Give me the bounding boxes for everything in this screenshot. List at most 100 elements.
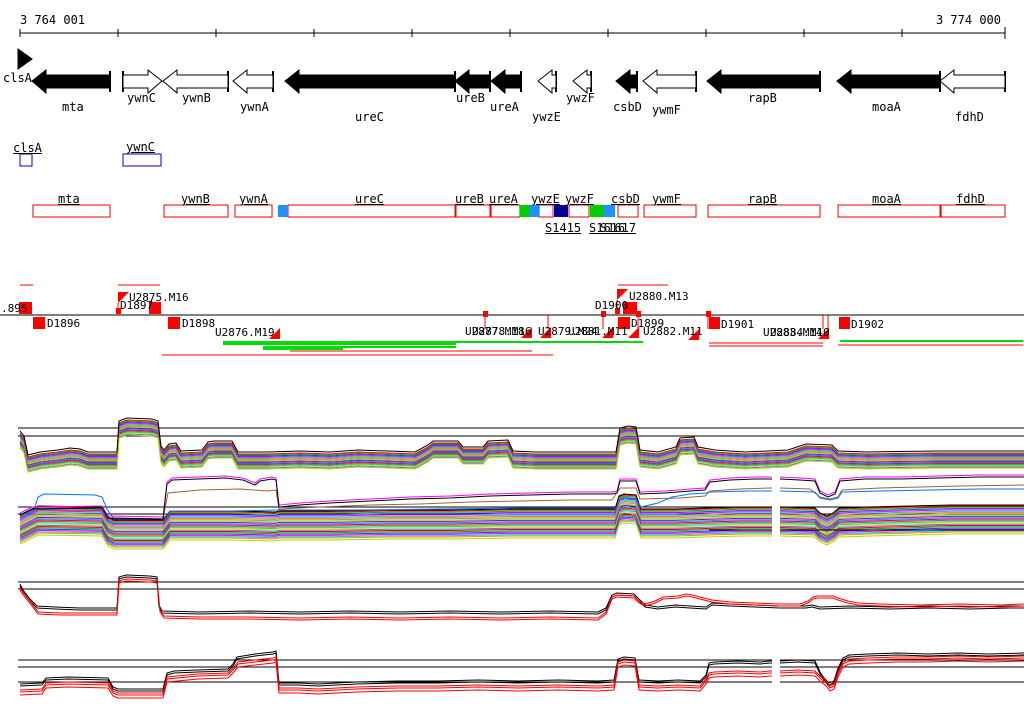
probe-label[interactable]: U2882.M11 xyxy=(643,325,703,338)
probe-box[interactable] xyxy=(709,317,720,329)
probe-flag[interactable] xyxy=(602,327,613,338)
gene-arrow-mta[interactable] xyxy=(31,68,111,95)
orf-label-clsA[interactable]: clsA xyxy=(13,141,42,155)
probe-label[interactable]: U2878.M16 xyxy=(472,325,532,338)
gene-box-label-ywmF[interactable]: ywmF xyxy=(652,192,681,206)
gene-arrow-rapB[interactable] xyxy=(706,68,821,95)
profile-line xyxy=(19,498,1024,526)
probe-flag[interactable] xyxy=(521,327,532,338)
gene-arrow-csbD[interactable] xyxy=(615,68,638,95)
gene-box-label-rapB[interactable]: rapB xyxy=(748,192,777,206)
gene-box-ywzF[interactable] xyxy=(568,204,590,218)
gene-box-label-ywnA[interactable]: ywnA xyxy=(239,192,268,206)
gene-box-mta[interactable] xyxy=(32,204,111,218)
gene-box-ureB[interactable] xyxy=(455,204,491,218)
gene-arrow-ywzE[interactable] xyxy=(537,68,557,95)
gene-arrow-ureC[interactable] xyxy=(284,68,456,95)
probe-label[interactable]: D1899 xyxy=(631,317,665,330)
gene-arrow-ywmF[interactable] xyxy=(642,68,697,95)
gene-box-ureC[interactable] xyxy=(287,204,456,218)
probe-flag[interactable] xyxy=(269,328,280,339)
feature-box-blue[interactable] xyxy=(278,205,288,217)
gene-box-label-ywnB[interactable]: ywnB xyxy=(181,192,210,206)
profile-line xyxy=(19,507,1024,535)
gene-box-moaA[interactable] xyxy=(837,204,941,218)
probe-label[interactable]: U2876.M19 xyxy=(215,326,275,339)
gene-box-label-mta[interactable]: mta xyxy=(58,192,80,206)
probe-flag[interactable] xyxy=(118,292,129,303)
gene-box-ywnB[interactable] xyxy=(163,204,229,218)
gene-arrow-clsA[interactable] xyxy=(17,48,33,70)
probe-flag[interactable] xyxy=(628,327,639,338)
gene-arrow-ywnA[interactable] xyxy=(232,68,274,95)
gene-label-ywzF: ywzF xyxy=(566,91,595,105)
gene-box-ywnA[interactable] xyxy=(234,204,273,218)
gene-arrow-fdhD[interactable] xyxy=(939,68,1006,95)
feature-label-S1415[interactable]: S1415 xyxy=(545,221,582,235)
gene-box-label-csbD[interactable]: csbD xyxy=(611,192,640,206)
gene-box-ywzE[interactable] xyxy=(538,204,554,218)
gene-arrow-ureA[interactable] xyxy=(490,68,522,95)
gene-box-label-ureB[interactable]: ureB xyxy=(455,192,484,206)
orf-box-clsA[interactable] xyxy=(19,153,33,167)
feature-box-green[interactable] xyxy=(590,205,604,217)
profile-line xyxy=(19,508,1024,536)
probe-flag[interactable] xyxy=(540,327,551,338)
probe-label[interactable]: U2877.M18 xyxy=(465,325,525,338)
gene-box-ureA[interactable] xyxy=(490,204,521,218)
gene-box-label-ureA[interactable]: ureA xyxy=(489,192,518,206)
gene-box-fdhD[interactable] xyxy=(940,204,1006,218)
probe-box[interactable] xyxy=(618,317,630,329)
probe-box[interactable] xyxy=(168,317,180,329)
profile-line xyxy=(19,517,1024,545)
probe-label[interactable]: U2875.M16 xyxy=(129,291,189,304)
gene-box-label-moaA[interactable]: moaA xyxy=(872,192,901,206)
feature-label-S1616[interactable]: S1616 xyxy=(589,221,626,235)
gene-box-label-ywzF[interactable]: ywzF xyxy=(565,192,594,206)
probe-label[interactable]: U2881.M11 xyxy=(568,325,628,338)
gene-arrow-moaA[interactable] xyxy=(836,68,941,95)
gene-arrow-ywnB[interactable] xyxy=(162,68,229,95)
profile-line xyxy=(19,515,1024,543)
probe-label[interactable]: U2880.M13 xyxy=(629,290,689,303)
profile-envelope xyxy=(19,417,1024,456)
profile-line xyxy=(19,499,1024,527)
gene-label-ywnA: ywnA xyxy=(240,100,269,114)
feature-box-blue[interactable] xyxy=(604,205,615,217)
feature-label-S1617[interactable]: S1617 xyxy=(600,221,637,235)
gene-arrow-ureB[interactable] xyxy=(454,68,491,95)
feature-box-blue[interactable] xyxy=(529,205,539,217)
probe-flag[interactable] xyxy=(818,328,829,339)
orf-box-ywnC[interactable] xyxy=(122,153,162,167)
probe-label[interactable]: .895 xyxy=(1,302,28,315)
gene-box-rapB[interactable] xyxy=(707,204,821,218)
gene-arrow-ywnC[interactable] xyxy=(122,68,163,95)
probe-label[interactable]: D1902 xyxy=(851,318,885,331)
probe-flag[interactable] xyxy=(617,289,628,300)
orf-label-ywnC[interactable]: ywnC xyxy=(126,140,155,154)
probe-label[interactable]: D1896 xyxy=(47,317,81,330)
probe-flag[interactable] xyxy=(688,329,699,340)
gene-box-label-ywzE[interactable]: ywzE xyxy=(531,192,560,206)
probe-label[interactable]: D1898 xyxy=(182,317,216,330)
probe-label[interactable]: U2883.M14 xyxy=(763,326,823,339)
probe-label[interactable]: U2879.M24 xyxy=(538,325,598,338)
gene-label-csbD: csbD xyxy=(613,100,642,114)
gene-box-csbD[interactable] xyxy=(617,204,639,218)
probe-box[interactable] xyxy=(19,302,32,314)
gene-box-ywmF[interactable] xyxy=(643,204,697,218)
probe-box[interactable] xyxy=(623,302,637,314)
feature-box-green[interactable] xyxy=(520,205,529,217)
probe-label[interactable]: D1900 xyxy=(595,299,629,312)
probe-label[interactable]: D1901 xyxy=(721,318,755,331)
probe-box[interactable] xyxy=(33,317,45,329)
probe-box[interactable] xyxy=(149,302,161,314)
gene-box-label-fdhD[interactable]: fdhD xyxy=(956,192,985,206)
gene-box-label-ureC[interactable]: ureC xyxy=(355,192,384,206)
probe-label[interactable]: D1897 xyxy=(120,299,154,312)
gene-arrow-ywzF[interactable] xyxy=(572,68,592,95)
probe-box[interactable] xyxy=(839,317,850,329)
feature-box-navy[interactable] xyxy=(554,205,568,217)
probe-label[interactable]: U2884.M10 xyxy=(770,326,830,339)
profile-line xyxy=(19,578,1024,619)
